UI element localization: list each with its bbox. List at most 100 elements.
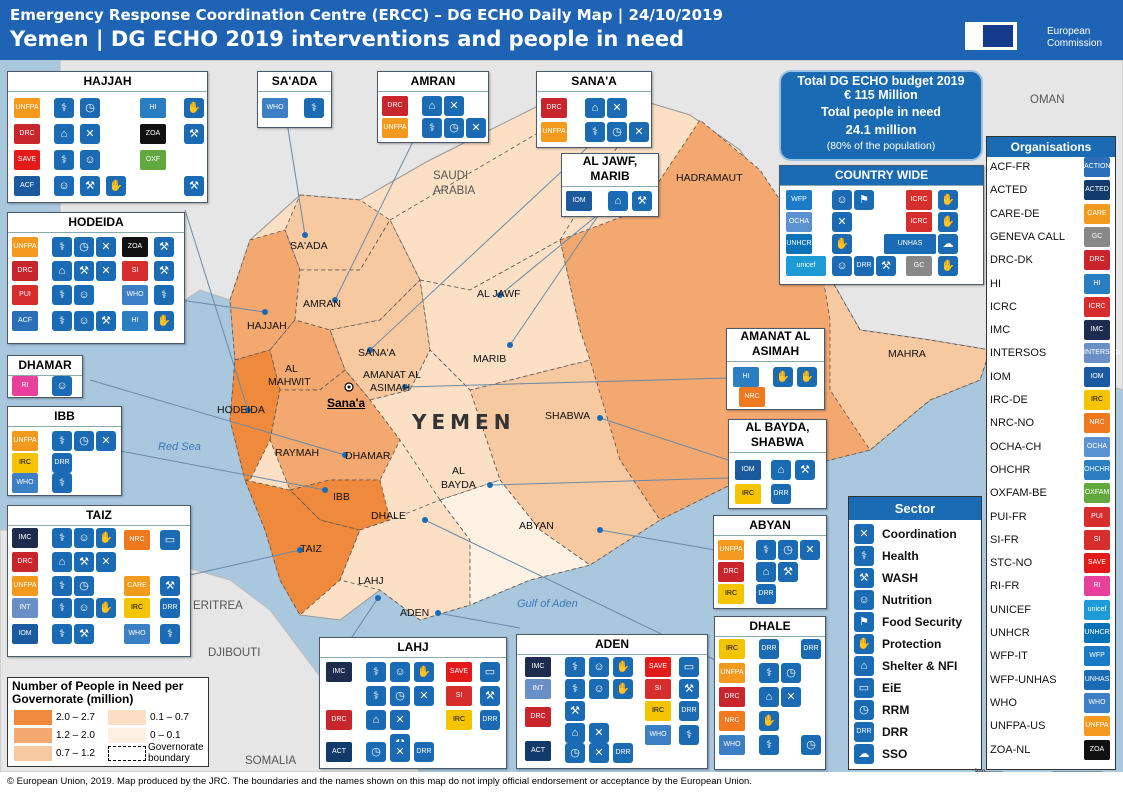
sector-label: EiE [882,681,902,695]
org-logo-icon: IOM [1084,366,1110,387]
coordination-icon: ✕ [96,431,116,451]
protection-icon: ✋ [938,256,958,276]
org-name: WFP-IT [990,650,1028,663]
health-icon: ⚕ [759,735,779,755]
panel-dhamar: DHAMAR RI ☺ [7,355,83,398]
gov-label-marib: MARIB [473,353,507,365]
drr-icon: DRR [759,639,779,659]
org-row: UNFPA-US UNFPA [990,716,1110,737]
budget-summary-box: Total DG ECHO budget 2019 € 115 Million … [779,70,983,161]
gov-label-saada: SA'ADA [290,240,328,252]
org-row: ZOA-NL ZOA [990,739,1110,760]
panel-amanat-al-asimah: AMANAT AL ASIMAH HI ✋ ✋ NRC [726,328,825,410]
panel-title-amanat: AMANAT AL ASIMAH [727,329,824,362]
health-icon: ⚕ [52,431,72,451]
sector-legend-title: Sector [849,497,981,520]
panel-title-taiz: TAIZ [8,506,190,526]
org-row: DRC-DK DRC [990,250,1110,271]
org-name: ZOA-NL [990,743,1031,756]
nutrition-icon: ☺ [589,679,609,699]
sector-row-nutrition: ☺ Nutrition [854,590,932,610]
care-logo: CARE [124,576,150,596]
sector-row-protection: ✋ Protection [854,634,941,654]
org-row: CARE-DE CARE [990,203,1110,224]
gov-label-aden: ADEN [400,607,430,619]
org-row: ACF-FR ACTION FAIM [990,157,1110,190]
wash-icon: ⚒ [74,624,94,644]
zoa-logo: ZOA [140,124,166,144]
nutrition-icon: ☺ [832,256,852,276]
who-logo: WHO [719,735,745,755]
hi-logo: HI [733,367,759,387]
org-logo-icon: UNFPA [1084,716,1110,737]
health-icon: ⚕ [854,546,874,566]
panel-title-dhamar: DHAMAR [8,356,82,376]
irc-logo: IRC [12,453,38,473]
gov-label-sanaa: SANA'A [358,347,396,359]
legend-label-3: 0.7 – 1.2 [56,748,95,759]
org-name: RI-FR [990,580,1020,593]
iom-logo: IOM [12,624,38,644]
sector-label: Coordination [882,527,957,541]
panel-title-line-1: AL JAWF, [582,154,638,168]
org-logo-icon: DRC [1084,250,1110,271]
nutrition-icon: ☺ [54,176,74,196]
acf-logo: ACF [12,311,38,331]
org-name: UNHCR [990,627,1030,639]
coordination-icon: ✕ [781,687,801,707]
gov-label-al-1: AL [285,363,298,375]
health-icon: ⚕ [759,663,779,683]
panel-title-aden: ADEN [517,635,707,655]
logo-text-1: European [1047,26,1091,37]
save-children-logo: SAVE [645,657,671,677]
legend-label-4: 0.1 – 0.7 [150,712,189,723]
panel-title-albayda: AL BAYDA, SHABWA [729,420,826,453]
org-name: OHCHR [990,463,1031,476]
ocha-logo: OCHA [786,212,812,232]
drc-logo: DRC [541,98,567,118]
gov-label-aljawf: AL JAWF [477,288,521,300]
panel-taiz: TAIZ IMC ⚕ ☺ ✋ NRC ▭ DRC ⌂ ⚒ ✕ UNFPA ⚕ ◷… [7,505,191,657]
protection-icon: ✋ [854,634,874,654]
rrm-icon: ◷ [607,122,627,142]
wash-icon: ⚒ [184,176,204,196]
wash-icon: ⚒ [679,679,699,699]
drr-icon: DRR [801,639,821,659]
panel-title-abyan: ABYAN [714,516,826,536]
icrc-logo-2: ICRC [906,212,932,232]
panel-title-sanaa: SANA'A [537,72,651,92]
panel-saada: SA'ADA WHO ⚕ [257,71,332,128]
org-logo-icon: PUI [1084,506,1110,527]
shelter-icon: ⌂ [854,656,874,676]
sector-label: WASH [882,571,918,585]
wash-icon: ⚒ [876,256,896,276]
panel-title-ibb: IBB [8,407,121,427]
shelter-icon: ⌂ [756,562,776,582]
health-icon: ⚕ [154,285,174,305]
hi-logo: HI [140,98,166,118]
european-commission-logo: European Commission [965,16,1115,52]
panel-title-line-1: AL BAYDA, [745,420,810,434]
panel-title-line-2: SHABWA [750,435,805,449]
food-security-icon: ⚑ [854,612,874,632]
sector-label: Food Security [882,615,963,629]
drr-icon: DRR [854,256,874,276]
panel-title-lahj: LAHJ [320,638,506,658]
org-row: ACTED ACTED [990,180,1110,201]
sector-row-food-security: ⚑ Food Security [854,612,962,632]
gov-label-mahwit: MAHWIT [268,376,311,388]
legend-label-5: 0 – 0.1 [150,730,181,741]
drc-logo: DRC [382,96,408,116]
org-logo-icon: WHO [1084,692,1110,713]
footer-disclaimer: © European Union, 2019. Map produced by … [0,772,1123,794]
imc-logo: IMC [525,657,551,677]
budget-title: Total DG ECHO budget 2019 [797,74,965,88]
save-children-logo: SAVE [14,150,40,170]
hi-logo: HI [122,311,148,331]
drr-icon: DRR [52,453,72,473]
sector-row-sso: ☁ SSO [854,744,907,764]
sector-label: SSO [882,747,908,761]
org-name: OXFAM-BE [990,487,1047,500]
org-logo-icon: RI [1084,576,1110,597]
